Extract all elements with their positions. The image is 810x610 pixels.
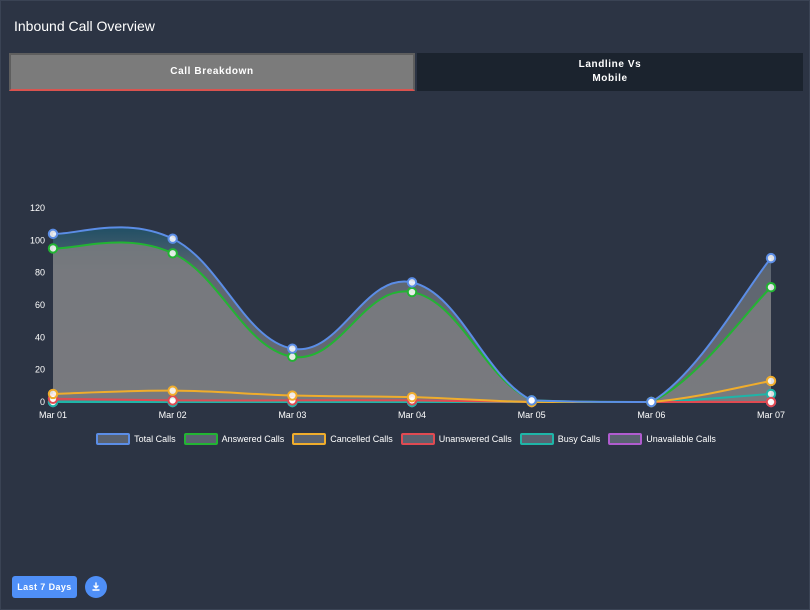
legend-item[interactable]: Unavailable Calls xyxy=(608,433,716,445)
x-tick-label: Mar 04 xyxy=(398,410,426,420)
legend-label: Answered Calls xyxy=(221,434,285,444)
data-point xyxy=(47,388,59,400)
inbound-call-chart: 0 20 40 60 80 100 120 Mar 01 Mar 02 Mar 03 Mar 04 M… xyxy=(30,203,785,420)
legend-item[interactable]: Total Calls xyxy=(96,433,176,445)
legend-item[interactable]: Busy Calls xyxy=(519,433,601,445)
legend-swatch xyxy=(183,433,218,445)
y-tick-label: 40 xyxy=(35,332,45,342)
tab-label: Landline Vs Mobile xyxy=(578,59,642,84)
data-point xyxy=(526,395,537,406)
data-point xyxy=(167,248,178,259)
legend-label: Cancelled Calls xyxy=(330,434,393,444)
legend-label: Unanswered Calls xyxy=(438,434,512,444)
legend-item[interactable]: Answered Calls xyxy=(183,433,285,445)
data-point xyxy=(47,228,59,240)
y-tick-label: 80 xyxy=(35,268,45,278)
legend-swatch xyxy=(400,433,435,445)
x-tick-label: Mar 06 xyxy=(637,410,665,420)
data-point xyxy=(646,396,657,408)
x-tick-label: Mar 05 xyxy=(518,410,546,420)
data-point xyxy=(765,375,777,387)
data-point xyxy=(406,391,418,403)
legend-item[interactable]: Unanswered Calls xyxy=(400,433,512,445)
x-tick-label: Mar 01 xyxy=(39,410,67,420)
download-button[interactable] xyxy=(85,576,107,598)
chart-legend: Total Calls Answered Calls Cancelled Calls… xyxy=(1,433,810,445)
legend-label: Total Calls xyxy=(134,434,176,444)
legend-swatch xyxy=(608,433,643,445)
data-point xyxy=(406,277,418,288)
data-point xyxy=(287,343,298,354)
data-point xyxy=(287,390,298,401)
data-point xyxy=(765,252,777,264)
data-point xyxy=(167,385,178,396)
date-range-button[interactable]: Last 7 Days xyxy=(12,576,77,598)
data-point xyxy=(765,396,777,408)
y-tick-label: 60 xyxy=(35,300,45,310)
legend-swatch xyxy=(519,433,554,445)
series-area xyxy=(53,242,771,402)
page-title: Inbound Call Overview xyxy=(14,18,155,34)
x-tick-label: Mar 07 xyxy=(757,410,785,420)
x-tick-label: Mar 02 xyxy=(159,410,187,420)
legend-swatch xyxy=(292,433,327,445)
y-tick-label: 120 xyxy=(30,203,45,213)
data-point xyxy=(167,233,178,244)
y-tick-label: 20 xyxy=(35,365,45,375)
legend-label: Busy Calls xyxy=(557,434,601,444)
tab-landline-vs-mobile[interactable]: Landline Vs Mobile xyxy=(417,53,803,91)
legend-item[interactable]: Cancelled Calls xyxy=(292,433,393,445)
x-tick-label: Mar 03 xyxy=(278,410,306,420)
y-tick-label: 0 xyxy=(40,397,45,407)
data-point xyxy=(47,243,59,254)
tab-call-breakdown[interactable]: Call Breakdown xyxy=(9,53,415,91)
legend-swatch xyxy=(96,433,131,445)
data-point xyxy=(765,282,777,293)
tab-bar: Call Breakdown Landline Vs Mobile xyxy=(9,53,803,91)
y-tick-label: 100 xyxy=(30,235,45,245)
tab-label: Call Breakdown xyxy=(170,66,254,77)
download-icon xyxy=(92,582,100,591)
data-point xyxy=(406,286,418,298)
data-point xyxy=(167,395,178,406)
legend-label: Unavailable Calls xyxy=(646,434,716,444)
